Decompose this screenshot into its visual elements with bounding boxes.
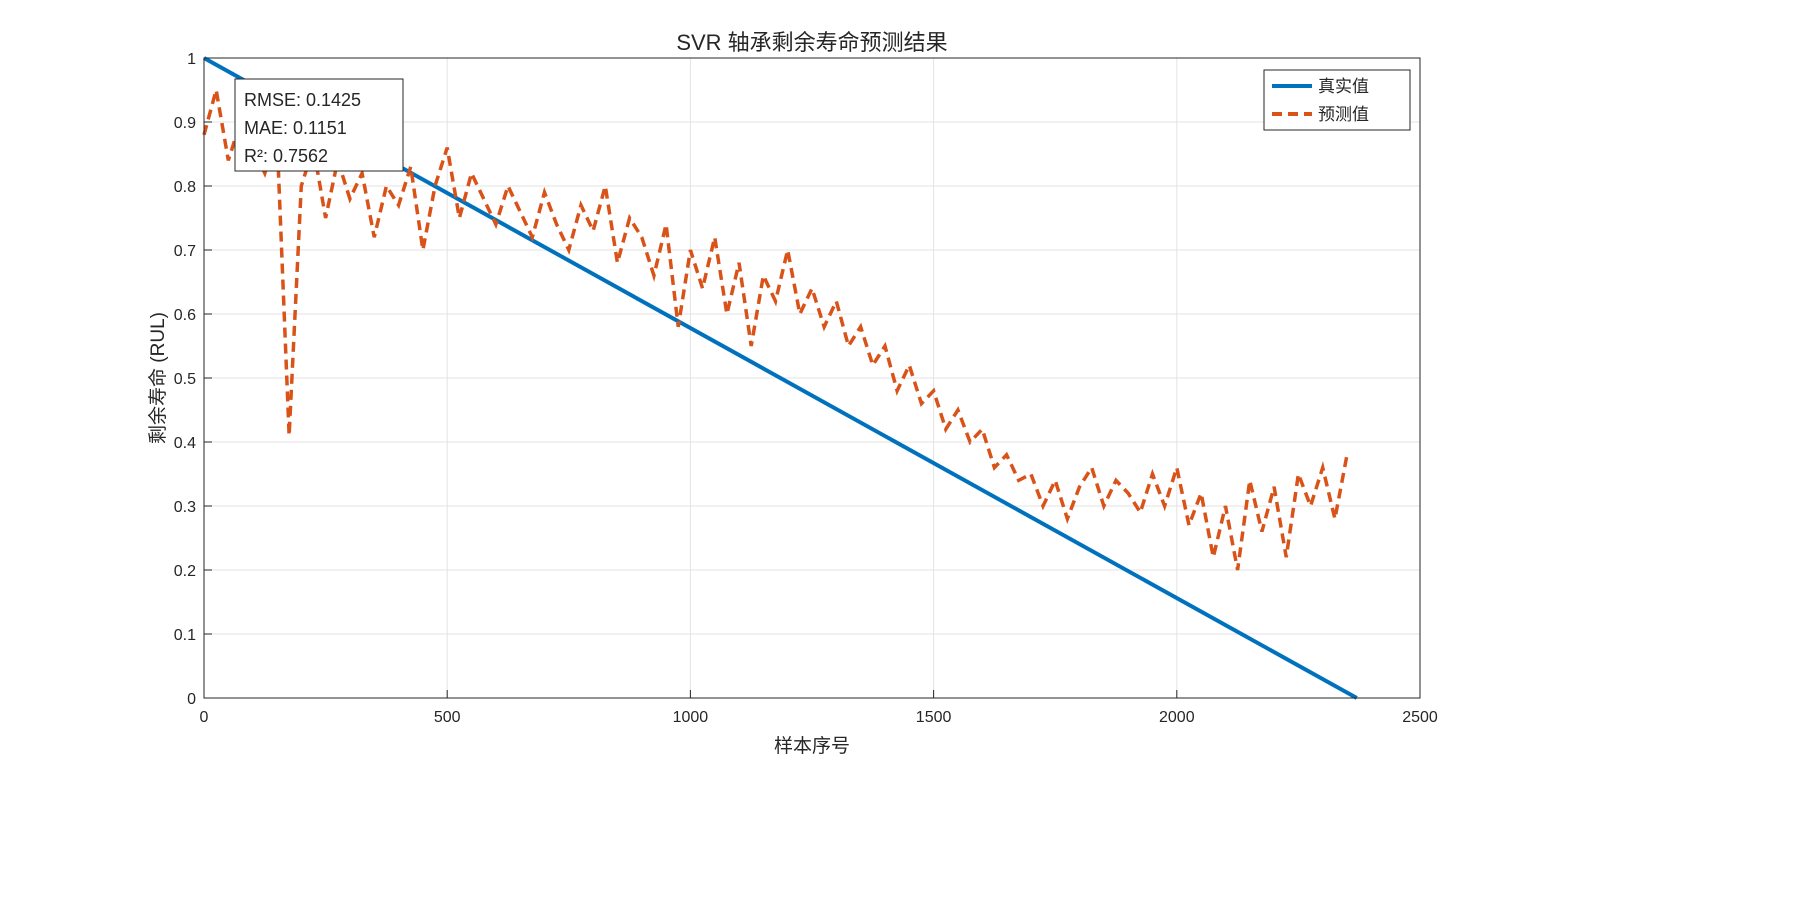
y-tick-label: 0.3 <box>174 499 196 516</box>
metrics-annotation: RMSE: 0.1425 MAE: 0.1151 R²: 0.7562 <box>234 78 404 172</box>
y-tick-label: 0.5 <box>174 371 196 388</box>
x-axis-label: 样本序号 <box>774 735 850 757</box>
axes-box <box>203 57 1421 699</box>
x-tick-label: 1500 <box>916 709 952 726</box>
chart-title: SVR 轴承剩余寿命预测结果 <box>676 30 947 55</box>
legend-pred-label: 预测值 <box>1318 105 1369 124</box>
y-tick-label: 0.2 <box>174 563 196 580</box>
y-tick-labels: 0 0.1 0.2 0.3 0.4 0.5 0.6 0.7 0.8 0.9 1 <box>174 51 196 708</box>
x-tick-label: 2500 <box>1402 709 1438 726</box>
r2-text: R²: 0.7562 <box>244 146 328 166</box>
rmse-text: RMSE: 0.1425 <box>244 90 361 110</box>
legend-true-label: 真实值 <box>1318 77 1369 96</box>
y-axis-label: 剩余寿命 (RUL) <box>147 312 169 444</box>
y-tick-label: 1 <box>187 51 196 68</box>
y-tick-label: 0.7 <box>174 243 196 260</box>
x-tick-labels: 0 500 1000 1500 2000 2500 <box>200 709 1438 726</box>
x-tick-label: 500 <box>434 709 461 726</box>
y-tick-label: 0.9 <box>174 115 196 132</box>
x-tick-label: 2000 <box>1159 709 1195 726</box>
mae-text: MAE: 0.1151 <box>244 118 347 138</box>
legend[interactable]: 真实值 预测值 <box>1263 69 1411 131</box>
y-tick-label: 0.6 <box>174 307 196 324</box>
y-tick-label: 0 <box>187 691 196 708</box>
y-tick-label: 0.1 <box>174 627 196 644</box>
x-tick-label: 0 <box>200 709 209 726</box>
y-tick-label: 0.4 <box>174 435 196 452</box>
y-tick-label: 0.8 <box>174 179 196 196</box>
x-tick-label: 1000 <box>673 709 709 726</box>
